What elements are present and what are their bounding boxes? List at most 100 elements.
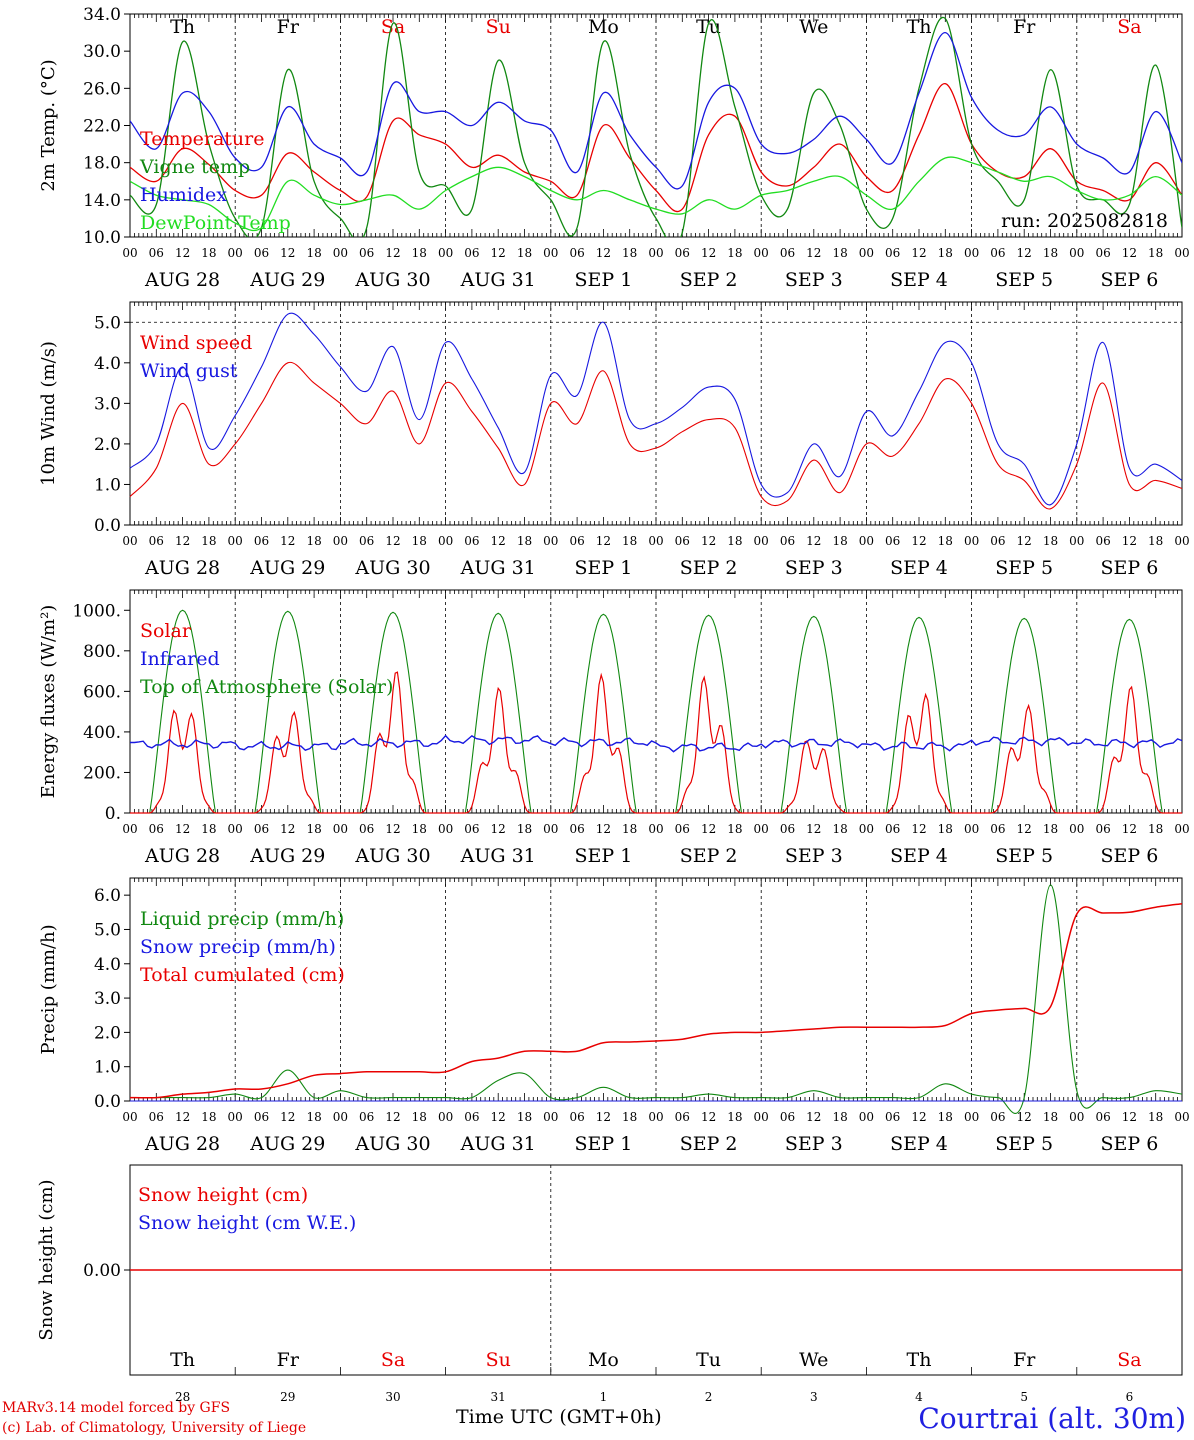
date-label: SEP 4 <box>890 557 948 579</box>
model-credit: MARv3.14 model forced by GFS <box>2 1400 231 1416</box>
hour-tick-label: 06 <box>149 1110 164 1124</box>
hour-tick-label: 18 <box>306 246 321 260</box>
day-number-label: 30 <box>385 1390 400 1404</box>
hour-tick-label: 06 <box>569 246 584 260</box>
y-tick-label: 14.0 <box>83 191 121 211</box>
date-label: SEP 6 <box>1100 845 1158 867</box>
weekday-label: Mo <box>588 1349 619 1371</box>
legend-humidex: Humidex <box>140 184 227 206</box>
hour-tick-label: 06 <box>464 246 479 260</box>
date-label: SEP 3 <box>785 845 843 867</box>
hour-tick-label: 18 <box>1148 822 1163 836</box>
y-axis-label: 10m Wind (m/s) <box>38 341 59 486</box>
hour-tick-label: 18 <box>517 822 532 836</box>
hour-tick-label: 12 <box>1122 1110 1137 1124</box>
y-tick-label: 3.0 <box>94 989 121 1009</box>
hour-tick-label: 06 <box>254 246 269 260</box>
date-label: AUG 30 <box>354 557 430 579</box>
legend-wind-gust: Wind gust <box>140 360 238 382</box>
panel-2: 00 06 12 18 AUG 28 00 06 12 18 AUG 29 00 06 12 18 AUG … <box>38 301 1190 579</box>
weekday-label: Fr <box>1013 1349 1036 1371</box>
date-label: SEP 2 <box>680 557 738 579</box>
hour-tick-label: 18 <box>622 822 637 836</box>
day-number-label: 4 <box>915 1390 923 1404</box>
hour-tick-label: 18 <box>727 1110 742 1124</box>
weekday-label: Th <box>170 16 195 38</box>
hour-tick-label: 06 <box>990 1110 1005 1124</box>
hour-tick-label: 18 <box>1043 1110 1058 1124</box>
date-label: AUG 29 <box>249 845 325 867</box>
hour-tick-label: 18 <box>938 246 953 260</box>
hour-tick-label: 06 <box>675 822 690 836</box>
hour-tick-label: 18 <box>1043 822 1058 836</box>
hour-tick-label: 12 <box>701 1110 716 1124</box>
hour-tick-label: 06 <box>1095 1110 1110 1124</box>
hour-tick-label: 12 <box>1017 1110 1032 1124</box>
hour-tick-label: 12 <box>1017 822 1032 836</box>
hour-tick-label: 06 <box>990 246 1005 260</box>
hour-tick-label: 12 <box>596 1110 611 1124</box>
hour-tick-label: 12 <box>806 246 821 260</box>
hour-tick-label: 18 <box>201 1110 216 1124</box>
hour-tick-label: 00 <box>543 1110 558 1124</box>
legend-infrared: Infrared <box>140 648 220 670</box>
hour-tick-label: 12 <box>385 822 400 836</box>
weekday-label: Th <box>170 1349 195 1371</box>
hour-tick-label: 06 <box>1095 246 1110 260</box>
hour-tick-label: 00 <box>438 246 453 260</box>
hour-tick-label: 12 <box>1017 534 1032 548</box>
hour-tick-label: 06 <box>675 534 690 548</box>
hour-tick-label: 06 <box>675 246 690 260</box>
date-label: AUG 28 <box>144 557 220 579</box>
y-tick-label: 26.0 <box>83 79 121 99</box>
hour-tick-label: 12 <box>175 822 190 836</box>
hour-tick-label: 06 <box>569 1110 584 1124</box>
hour-tick-label: 12 <box>491 534 506 548</box>
hour-tick-label: 06 <box>780 534 795 548</box>
panel-5: 28 29 30 31 1 2 3 4 5 6 0.00 Snow height (cm) Snow h… <box>36 1164 1183 1404</box>
hour-tick-label: 18 <box>412 822 427 836</box>
hour-tick-label: 18 <box>832 246 847 260</box>
hour-tick-label: 18 <box>517 534 532 548</box>
y-tick-label: 1.0 <box>94 475 121 495</box>
hour-tick-label: 18 <box>306 822 321 836</box>
legend-temperature: Temperature <box>140 128 264 150</box>
hour-tick-label: 18 <box>306 534 321 548</box>
x-minor-ticks <box>129 590 1183 813</box>
hour-tick-label: 12 <box>1122 822 1137 836</box>
date-label: SEP 5 <box>995 845 1053 867</box>
y-tick-label: 22.0 <box>83 117 121 137</box>
hour-tick-label: 06 <box>1095 534 1110 548</box>
hour-tick-label: 18 <box>727 534 742 548</box>
hour-tick-label: 00 <box>648 534 663 548</box>
hour-tick-label: 06 <box>675 1110 690 1124</box>
series-liquid-precip-mm-h <box>130 884 1183 1114</box>
weekday-label: Sa <box>381 16 405 38</box>
y-tick-label: 1.0 <box>94 1058 121 1078</box>
day-number-label: 29 <box>280 1390 295 1404</box>
hour-tick-label: 00 <box>754 1110 769 1124</box>
hour-tick-label: 00 <box>333 1110 348 1124</box>
hour-tick-label: 12 <box>1122 534 1137 548</box>
hour-tick-label: 06 <box>359 246 374 260</box>
series-dewpoint-temp <box>130 156 1182 232</box>
hour-tick-label: 18 <box>832 1110 847 1124</box>
y-tick-label: 10.0 <box>83 228 121 248</box>
hour-tick-label: 12 <box>596 534 611 548</box>
hour-tick-label: 00 <box>648 1110 663 1124</box>
hour-tick-label: 18 <box>412 246 427 260</box>
legend-snow-height-cm-w-e: Snow height (cm W.E.) <box>138 1212 356 1234</box>
series-wind-gust <box>129 312 1183 506</box>
hour-tick-label: 00 <box>859 822 874 836</box>
day-number-label: 28 <box>175 1390 190 1404</box>
weekday-label: Su <box>486 16 511 38</box>
x-axis-title: Time UTC (GMT+0h) <box>456 1406 662 1428</box>
hour-tick-label: 18 <box>412 534 427 548</box>
hour-tick-label: 06 <box>885 534 900 548</box>
weekday-label: Th <box>907 1349 932 1371</box>
hour-tick-label: 00 <box>1174 822 1189 836</box>
hour-tick-label: 06 <box>464 1110 479 1124</box>
hour-tick-label: 00 <box>543 534 558 548</box>
hour-tick-label: 12 <box>491 822 506 836</box>
